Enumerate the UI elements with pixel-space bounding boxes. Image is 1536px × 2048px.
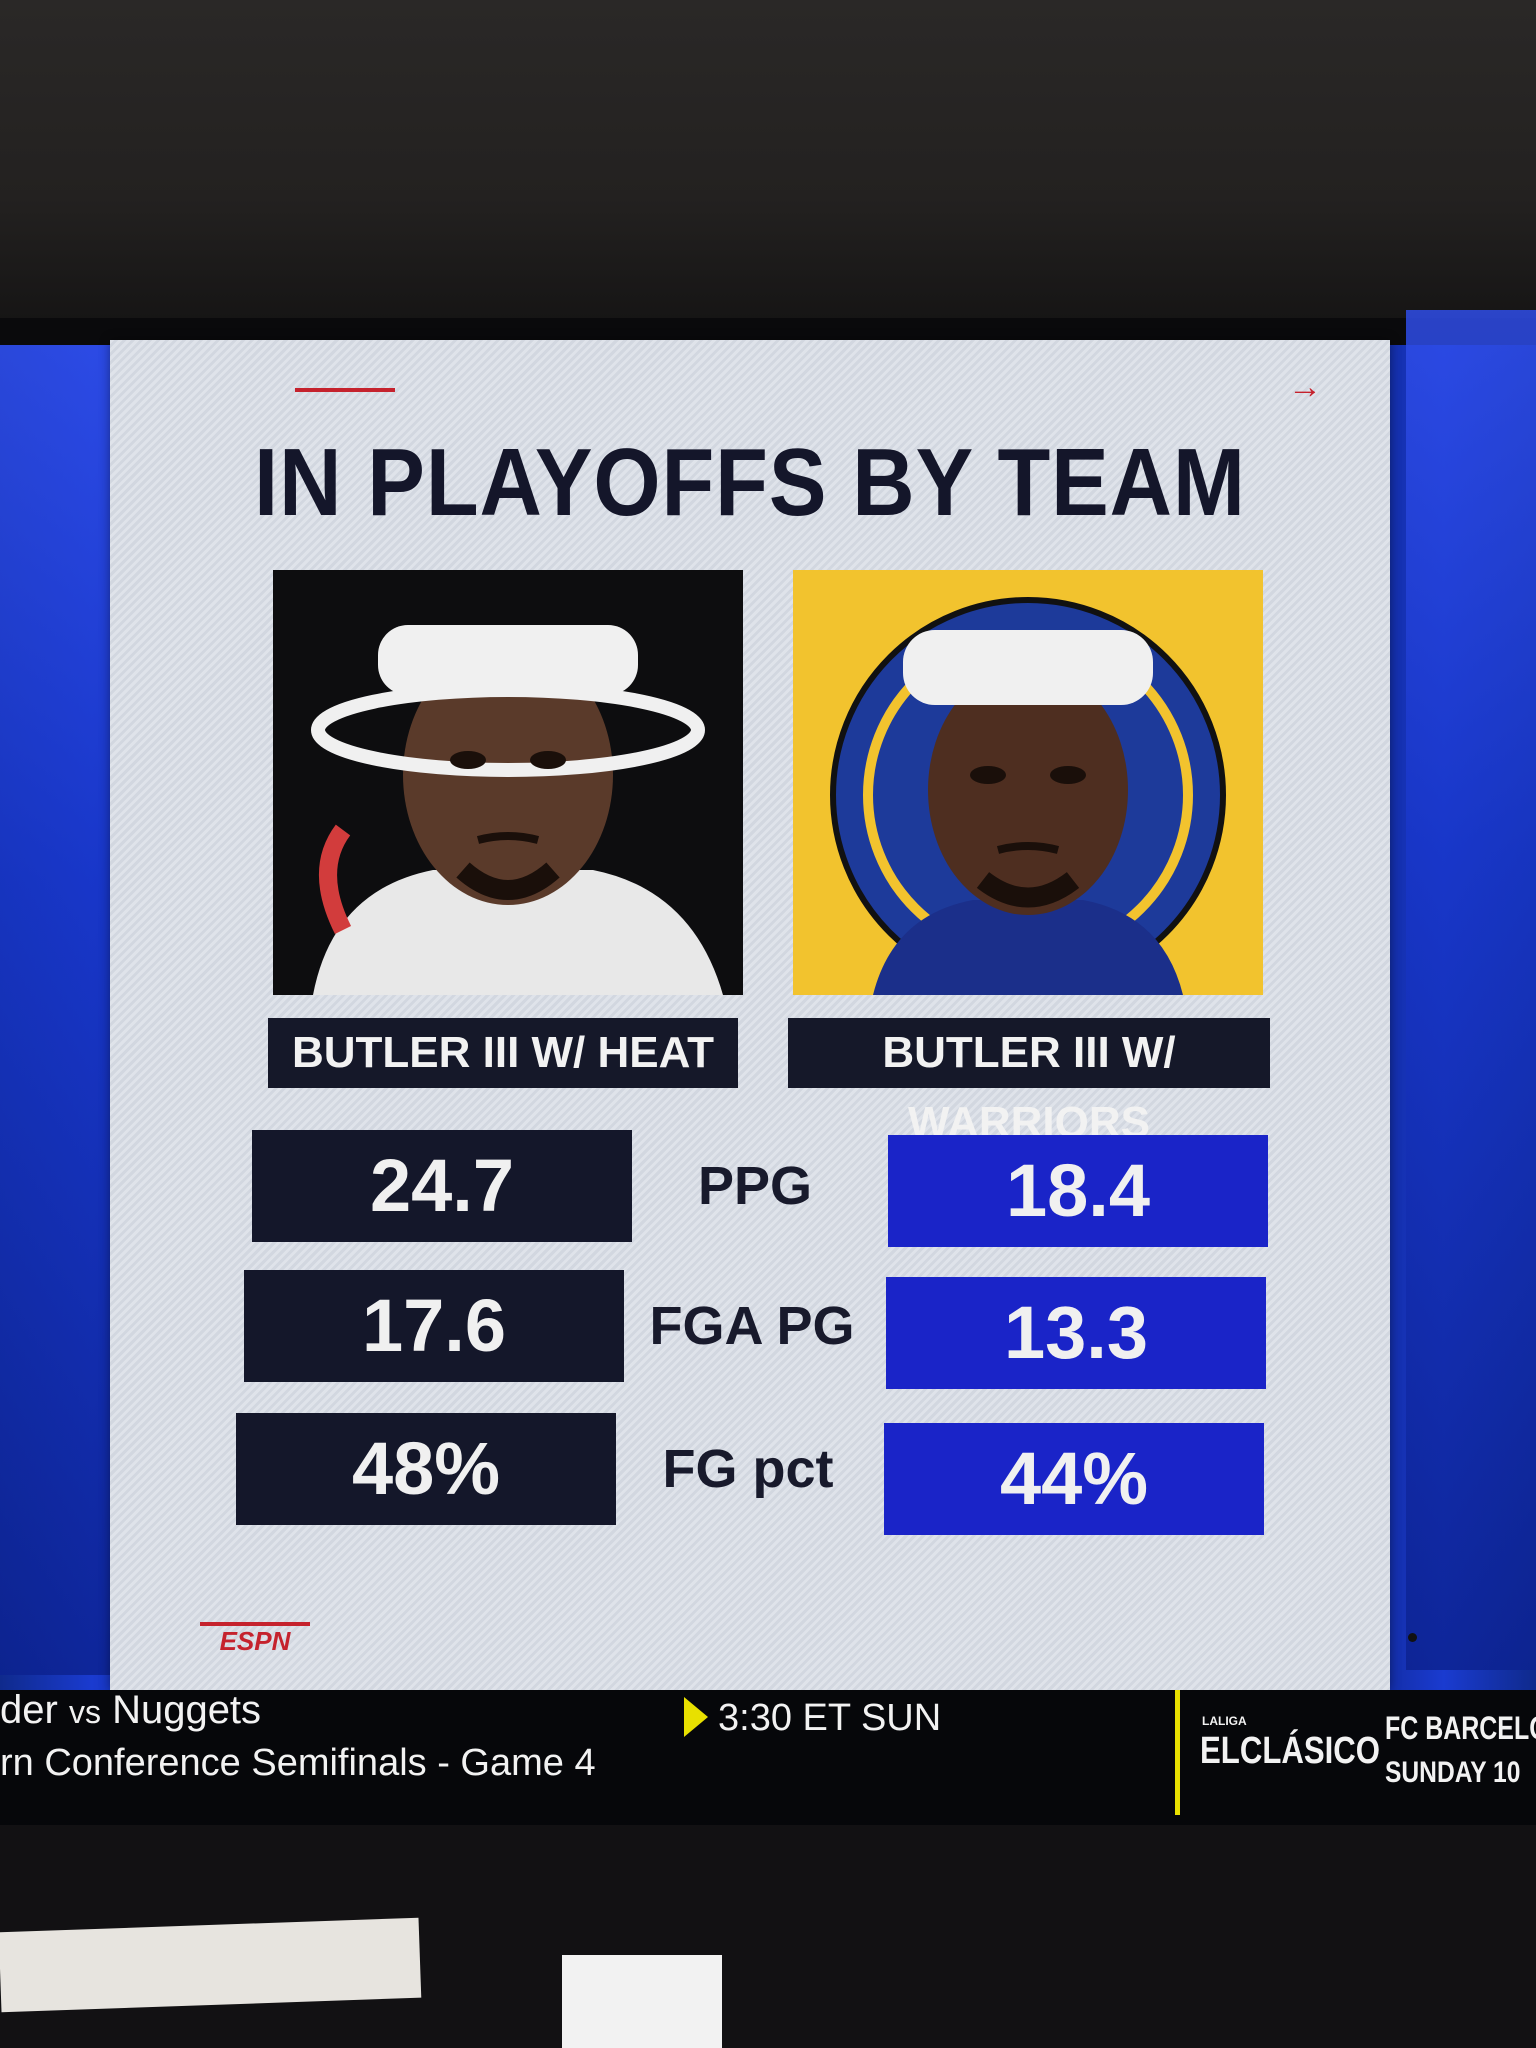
ticker-vs: vs bbox=[68, 1694, 101, 1730]
ticker-team-b: Nuggets bbox=[112, 1688, 262, 1732]
accent-line bbox=[295, 388, 395, 392]
graphic-title: IN PLAYOFFS BY TEAM bbox=[254, 429, 1246, 536]
espn-logo-icon: ESPN bbox=[200, 1622, 310, 1654]
ticker-team-a: der bbox=[0, 1688, 58, 1732]
player-portrait-warriors-icon bbox=[793, 570, 1263, 995]
ticker-divider bbox=[1175, 1690, 1180, 1815]
stat-heat-fg-pct: 48% bbox=[236, 1413, 616, 1525]
play-icon bbox=[684, 1697, 708, 1737]
ticker-event-line: rn Conference Semifinals - Game 4 bbox=[0, 1742, 596, 1784]
player-portrait-heat-icon bbox=[273, 570, 743, 995]
stat-warriors-ppg: 18.4 bbox=[888, 1135, 1268, 1247]
player-label-heat: BUTLER III W/ HEAT bbox=[268, 1018, 738, 1088]
player-photo-heat bbox=[273, 570, 743, 995]
promo-brand: LALIGA bbox=[1202, 1714, 1247, 1728]
ticker-matchup: der vs Nuggets bbox=[0, 1688, 261, 1733]
decorative-dot bbox=[1408, 1633, 1417, 1642]
promo-event: ELCLÁSICO bbox=[1200, 1730, 1381, 1772]
stat-label-fga: FGA PG bbox=[649, 1296, 855, 1356]
studio-background-left bbox=[0, 345, 130, 1675]
studio-background-right bbox=[1406, 310, 1536, 1670]
stat-label-ppg: PPG bbox=[697, 1156, 813, 1216]
white-object bbox=[562, 1955, 722, 2048]
stat-warriors-fga: 13.3 bbox=[886, 1277, 1266, 1389]
papers-on-table bbox=[0, 1917, 422, 2013]
stat-heat-ppg: 24.7 bbox=[252, 1130, 632, 1242]
stat-label-fg-pct: FG pct bbox=[662, 1439, 834, 1499]
stat-heat-fga: 17.6 bbox=[244, 1270, 624, 1382]
ticker-time: 3:30 ET SUN bbox=[718, 1697, 942, 1739]
player-label-warriors: BUTLER III W/ WARRIORS bbox=[788, 1018, 1270, 1147]
player-photo-warriors bbox=[793, 570, 1263, 995]
arrow-icon: → bbox=[1288, 368, 1322, 406]
stats-graphic-card: → IN PLAYOFFS BY TEAM bbox=[110, 340, 1417, 1690]
stat-warriors-fg-pct: 44% bbox=[884, 1423, 1264, 1535]
espn-logo-text: ESPN bbox=[220, 1626, 292, 1654]
bottom-ticker bbox=[0, 1690, 1536, 1825]
promo-match: FC BARCELONA bbox=[1385, 1710, 1536, 1746]
background-wall bbox=[0, 0, 1536, 330]
promo-date: SUNDAY 10 bbox=[1385, 1756, 1521, 1789]
